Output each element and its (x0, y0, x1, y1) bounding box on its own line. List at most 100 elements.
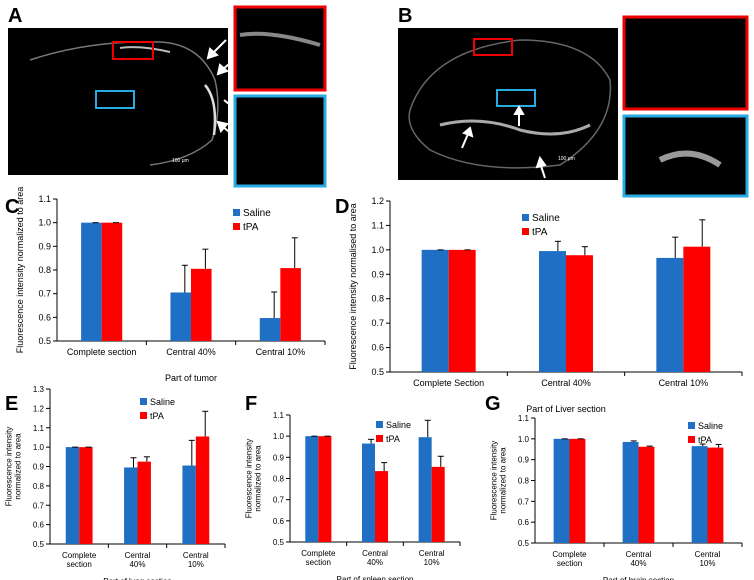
x-tick-label: Central 40% (166, 347, 216, 357)
scale-label: 100 μm (558, 156, 575, 162)
y-axis-title: Fluorescence intensitynormalized to area (245, 439, 263, 519)
bar (448, 249, 476, 372)
x-tick-label: Complete section (67, 347, 137, 357)
x-axis-title: Part of spleen section (337, 575, 414, 580)
y-tick-label: 1.0 (518, 435, 530, 444)
tissue-edge (29, 41, 219, 166)
micrograph (8, 28, 228, 175)
legend-swatch (376, 421, 383, 428)
y-tick-label: 1.1 (38, 194, 51, 204)
y-tick-label: 0.6 (371, 343, 384, 353)
inset (622, 15, 749, 111)
roi-box (112, 41, 154, 60)
y-tick-label: 0.8 (273, 475, 285, 484)
y-tick-label: 1.1 (371, 220, 384, 230)
bar (182, 465, 196, 544)
panel-letter: E (5, 393, 18, 415)
legend-swatch (233, 209, 240, 216)
y-tick-label: 0.7 (33, 501, 45, 510)
y-tick-label: 1.1 (273, 411, 285, 420)
y-tick-label: 0.7 (38, 289, 51, 299)
bar (421, 249, 449, 372)
y-tick-label: 1.1 (518, 414, 530, 423)
y-tick-label: 0.7 (273, 496, 285, 505)
legend-swatch (522, 214, 529, 221)
y-tick-label: 1.1 (33, 424, 45, 433)
y-axis-title: Fluorescence intensity normalised to are… (348, 203, 358, 370)
roi-box (95, 90, 135, 109)
y-tick-label: 1.0 (371, 245, 384, 255)
y-tick-label: 1.3 (33, 385, 45, 394)
y-tick-label: 0.9 (371, 269, 384, 279)
bar (375, 471, 389, 542)
x-tick-label: Central 10% (659, 378, 709, 388)
bar (318, 436, 332, 542)
arrows (206, 39, 237, 137)
legend-label: Saline (532, 213, 560, 224)
legend-swatch (688, 436, 695, 443)
y-tick-label: 0.7 (518, 497, 530, 506)
bar (569, 438, 586, 543)
inset (233, 5, 327, 92)
legend-label: Saline (243, 208, 271, 219)
x-tick-label: Complete section (301, 549, 336, 567)
y-tick-label: 1.2 (33, 404, 45, 413)
bar (418, 437, 432, 542)
y-tick-label: 0.5 (38, 336, 51, 346)
panel-letter: F (245, 393, 257, 415)
legend-swatch (140, 398, 147, 405)
x-axis-title: Part of tumor (165, 373, 217, 383)
tissue-signal (439, 119, 591, 136)
x-tick-label: Central 40% (125, 551, 151, 569)
bar (191, 268, 212, 341)
x-tick-label: Central 40% (362, 549, 388, 567)
x-tick-label: Complete section (62, 551, 97, 569)
legend-swatch (688, 422, 695, 429)
x-tick-label: Central 10% (256, 347, 306, 357)
bar (656, 257, 684, 372)
y-tick-label: 0.5 (33, 540, 45, 549)
y-tick-label: 0.6 (33, 521, 45, 530)
x-tick-label: Central 10% (419, 549, 445, 567)
y-tick-label: 1.0 (33, 443, 45, 452)
micrograph (398, 28, 618, 180)
bar (81, 222, 102, 341)
y-tick-label: 1.0 (273, 432, 285, 441)
legend-label: tPA (698, 435, 712, 445)
bar (195, 436, 210, 544)
bar (622, 441, 639, 543)
tissue-signal (239, 31, 321, 47)
legend-label: Saline (150, 397, 175, 407)
y-tick-label: 0.5 (273, 538, 285, 547)
arrows (461, 104, 547, 179)
x-tick-label: Central 10% (695, 550, 721, 568)
legend-swatch (522, 228, 529, 235)
bar (431, 466, 445, 542)
x-tick-label: Central 40% (541, 378, 591, 388)
y-tick-label: 1.0 (38, 218, 51, 228)
bar (137, 461, 151, 544)
legend-swatch (376, 435, 383, 442)
y-tick-label: 0.8 (518, 477, 530, 486)
tissue-signal (119, 46, 171, 53)
y-axis-title: Fluorescence intensitynormalized to area (5, 427, 23, 507)
tissue-signal (204, 84, 217, 136)
y-tick-label: 0.5 (371, 367, 384, 377)
bar (280, 268, 301, 341)
y-tick-label: 0.9 (518, 456, 530, 465)
legend-label: tPA (150, 411, 164, 421)
bar (553, 438, 570, 543)
y-tick-label: 0.6 (38, 312, 51, 322)
bar (361, 443, 375, 542)
bar (691, 446, 708, 543)
roi-box (473, 38, 513, 56)
y-tick-label: 0.9 (273, 453, 285, 462)
bar (79, 447, 93, 544)
y-tick-label: 0.6 (273, 517, 285, 526)
y-tick-label: 0.7 (371, 318, 384, 328)
legend-label: Saline (698, 421, 723, 431)
legend-swatch (140, 412, 147, 419)
bar (305, 436, 319, 542)
bar (124, 467, 138, 544)
